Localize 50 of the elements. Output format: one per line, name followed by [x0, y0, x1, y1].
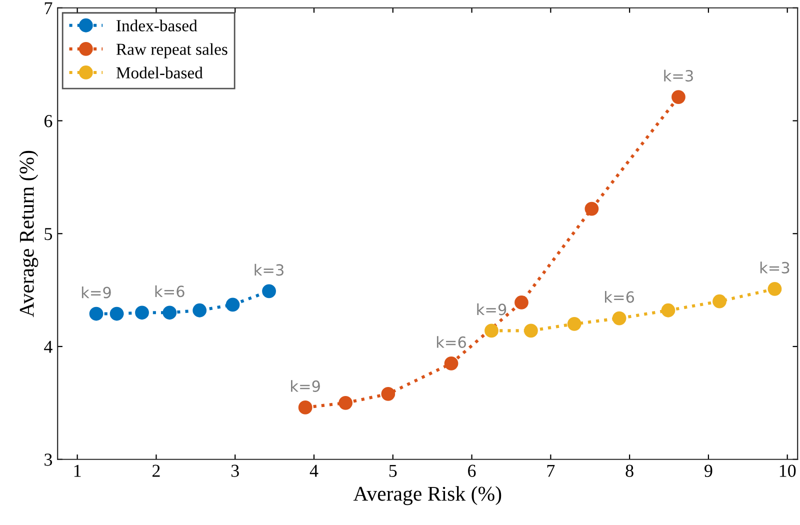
x-tick-label: 4 — [310, 464, 318, 477]
x-axis-title: Average Risk (%) — [353, 486, 502, 506]
point — [89, 306, 104, 321]
x-tick-label: 3 — [231, 464, 239, 477]
annotation: k=6 — [436, 336, 466, 348]
point — [672, 90, 686, 104]
legend-label: Model-based — [116, 66, 203, 78]
legend-label: Index-based — [116, 20, 198, 32]
y-axis-title: Average Return (%) — [19, 150, 38, 318]
point — [110, 306, 124, 321]
annotation: k=3 — [760, 262, 790, 274]
annotation: k=6 — [605, 290, 634, 303]
x-tick-label: 10 — [780, 464, 796, 477]
y-tick-label: 5 — [44, 228, 52, 240]
x-tick-label: 7 — [547, 464, 555, 477]
point — [192, 303, 207, 318]
annotation: k=9 — [477, 303, 506, 316]
point — [768, 282, 782, 296]
y-tick-label: 3 — [44, 454, 52, 466]
annotation: k=6 — [155, 285, 184, 298]
x-tick-label: 6 — [468, 464, 476, 477]
point — [162, 306, 177, 320]
x-tick-label: 5 — [389, 464, 397, 477]
x-tick-label: 8 — [626, 464, 634, 477]
point — [298, 400, 312, 414]
y-tick-label: 4 — [44, 340, 52, 353]
y-tick-label: 6 — [44, 115, 52, 128]
point — [226, 298, 240, 312]
point — [612, 311, 626, 326]
annotation: k=3 — [254, 264, 284, 276]
annotation: k=9 — [82, 286, 111, 298]
point — [524, 324, 538, 338]
point — [444, 356, 458, 370]
point — [712, 294, 726, 308]
point — [567, 316, 582, 331]
point — [338, 396, 352, 410]
x-tick-label: 2 — [152, 464, 160, 477]
point — [661, 303, 676, 318]
x-tick-label: 1 — [74, 464, 81, 477]
annotation: k=9 — [291, 380, 320, 392]
point — [262, 284, 276, 298]
x-tick-label: 9 — [704, 464, 712, 477]
point — [381, 386, 396, 401]
point — [484, 324, 498, 338]
point — [135, 306, 149, 320]
point — [584, 202, 599, 216]
annotation: k=3 — [664, 70, 693, 82]
point — [514, 296, 528, 310]
y-tick-label: 7 — [44, 2, 52, 14]
legend-label: Raw repeat sales — [116, 43, 228, 58]
